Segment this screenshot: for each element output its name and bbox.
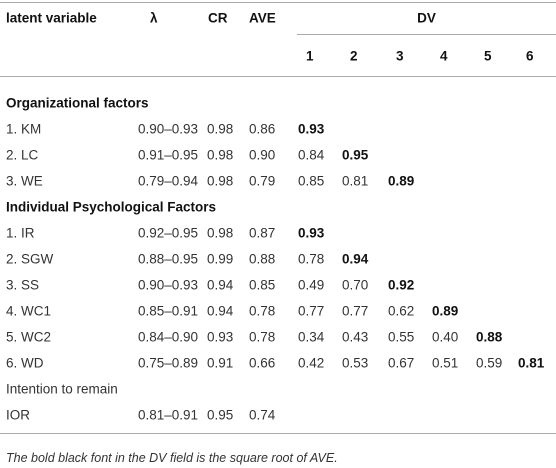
row-label: 2. SGW [6,251,54,267]
dv-cell: 0.34 [298,329,325,345]
ave-cell: 0.88 [249,251,276,267]
lambda-cell: 0.79–0.94 [138,173,199,189]
section-title: Individual Psychological Factors [6,199,217,215]
dv-number: 5 [484,48,492,64]
dv-cell: 0.89 [388,173,415,189]
dv-cell: 0.81 [518,355,545,371]
ave-cell: 0.78 [249,303,276,319]
lambda-cell: 0.90–0.93 [138,277,199,293]
dv-cell: 0.43 [342,329,369,345]
ave-cell: 0.78 [249,329,276,345]
lambda-cell: 0.85–0.91 [138,303,199,319]
ave-cell: 0.66 [249,355,276,371]
column-header: AVE [249,10,276,26]
column-header: latent variable [6,10,97,26]
dv-cell: 0.59 [476,355,503,371]
row-label: 1. IR [6,225,35,241]
footnote: The bold black font in the DV field is t… [6,451,338,465]
dv-cell: 0.70 [342,277,369,293]
dv-cell: 0.85 [298,173,325,189]
rule [0,2,556,3]
rule [297,34,556,35]
row-label: 3. SS [6,277,40,293]
dv-cell: 0.49 [298,277,325,293]
cr-cell: 0.98 [207,147,234,163]
cr-cell: 0.98 [207,225,234,241]
section-title: Organizational factors [6,95,149,111]
ave-cell: 0.85 [249,277,276,293]
cr-cell: 0.95 [207,407,234,423]
cr-cell: 0.98 [207,173,234,189]
dv-cell: 0.93 [298,121,325,137]
dv-number: 6 [526,48,534,64]
cr-cell: 0.91 [207,355,234,371]
dv-number: 4 [440,48,448,64]
dv-cell: 0.77 [298,303,325,319]
cr-cell: 0.94 [207,303,234,319]
dv-cell: 0.84 [298,147,325,163]
dv-cell: 0.77 [342,303,369,319]
dv-cell: 0.88 [476,329,503,345]
row-label: 6. WD [6,355,44,371]
lambda-cell: 0.92–0.95 [138,225,199,241]
rule [0,76,556,77]
cr-cell: 0.99 [207,251,234,267]
row-label: 4. WC1 [6,303,52,319]
ave-cell: 0.74 [249,407,276,423]
dv-cell: 0.93 [298,225,325,241]
dv-cell: 0.62 [388,303,415,319]
ave-cell: 0.86 [249,121,276,137]
dv-cell: 0.53 [342,355,369,371]
section-title: Intention to remain [6,381,118,397]
dv-cell: 0.40 [432,329,459,345]
row-label: 5. WC2 [6,329,52,345]
row-label: 1. KM [6,121,42,137]
dv-cell: 0.51 [432,355,459,371]
cr-cell: 0.98 [207,121,234,137]
dv-cell: 0.81 [342,173,369,189]
column-header: DV [417,10,436,26]
row-label: IOR [6,407,31,423]
lambda-cell: 0.81–0.91 [138,407,199,423]
ave-cell: 0.87 [249,225,276,241]
dv-cell: 0.92 [388,277,415,293]
cr-cell: 0.94 [207,277,234,293]
dv-cell: 0.67 [388,355,415,371]
dv-number: 2 [350,48,358,64]
dv-number: 3 [396,48,404,64]
ave-cell: 0.90 [249,147,276,163]
column-header: CR [208,10,228,26]
dv-cell: 0.42 [298,355,325,371]
dv-number: 1 [306,48,314,64]
dv-cell: 0.95 [342,147,369,163]
row-label: 2. LC [6,147,39,163]
lambda-cell: 0.88–0.95 [138,251,199,267]
ave-cell: 0.79 [249,173,276,189]
row-label: 3. WE [6,173,43,189]
dv-cell: 0.89 [432,303,459,319]
lambda-cell: 0.90–0.93 [138,121,199,137]
dv-cell: 0.55 [388,329,415,345]
lambda-cell: 0.84–0.90 [138,329,199,345]
dv-cell: 0.94 [342,251,369,267]
lambda-cell: 0.75–0.89 [138,355,199,371]
lambda-cell: 0.91–0.95 [138,147,199,163]
dv-cell: 0.78 [298,251,325,267]
rule [0,433,556,434]
column-header: λ [150,10,158,26]
cr-cell: 0.93 [207,329,234,345]
